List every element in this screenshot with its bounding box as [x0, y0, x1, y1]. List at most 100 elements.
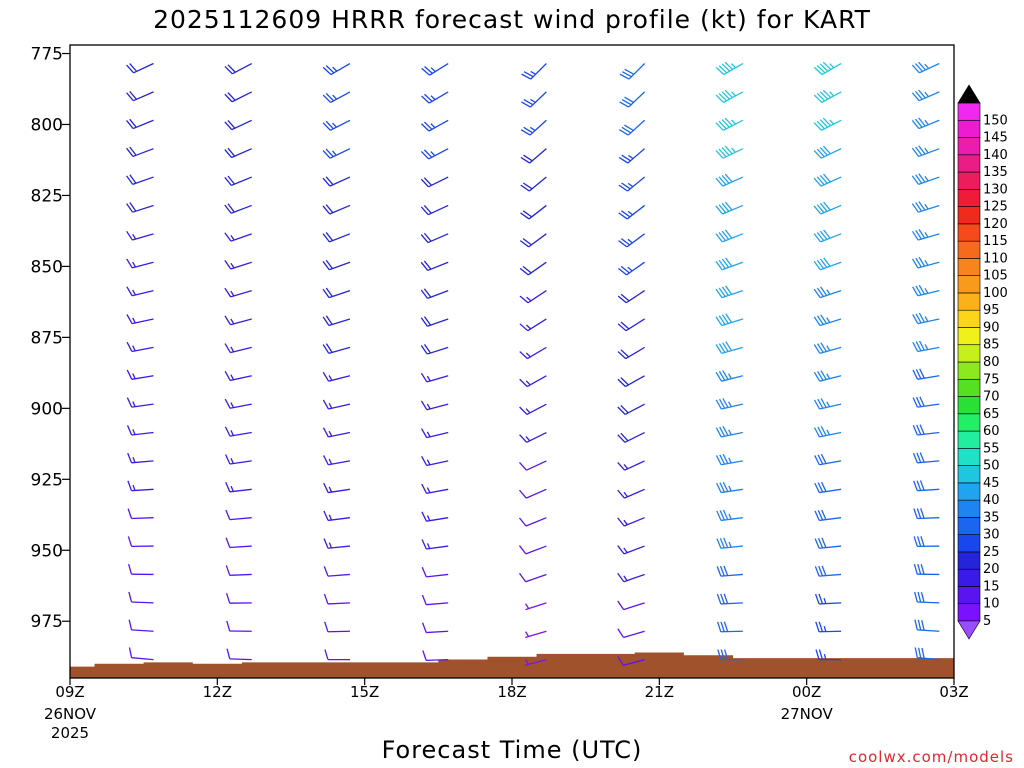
barb-feather	[225, 481, 231, 493]
barb-feather	[620, 432, 629, 442]
barb-feather	[325, 343, 333, 353]
wind-barbs	[126, 61, 940, 666]
barb-feather	[227, 92, 236, 101]
barb-feather	[821, 537, 827, 548]
barb-feather	[816, 148, 825, 158]
barb-feather	[621, 210, 631, 218]
barb-feather	[718, 92, 727, 102]
barb-feather	[918, 145, 926, 155]
barb-shaft	[328, 289, 351, 299]
barb-feather	[813, 427, 821, 438]
wind-barb	[617, 656, 645, 666]
wind-barb	[322, 204, 351, 215]
barb-feather	[912, 286, 919, 297]
wind-barb	[127, 452, 154, 464]
barb-half-feather	[728, 401, 732, 408]
colorbar-segment	[957, 482, 981, 501]
wind-barb	[126, 174, 154, 185]
barb-feather	[325, 204, 334, 214]
barb-feather	[914, 619, 918, 631]
barb-shaft	[623, 602, 645, 611]
barb-shaft	[131, 657, 154, 661]
barb-feather	[917, 564, 922, 575]
barb-feather	[724, 117, 733, 127]
barb-feather	[718, 343, 726, 353]
barb-half-feather	[230, 290, 235, 297]
wind-barb	[127, 536, 154, 547]
wind-barb	[715, 61, 744, 76]
barb-feather	[816, 176, 825, 186]
barb-feather	[718, 65, 728, 74]
terrain-layer	[70, 652, 954, 678]
barb-feather	[523, 98, 534, 106]
wind-barb	[519, 290, 547, 304]
barb-feather	[822, 117, 832, 127]
barb-feather	[725, 341, 733, 351]
barb-feather	[715, 371, 723, 382]
wind-barb	[813, 89, 842, 103]
barb-feather	[129, 202, 137, 212]
colorbar-segment	[957, 430, 981, 449]
wind-barb	[617, 600, 645, 611]
barb-feather	[820, 453, 827, 464]
barb-feather	[719, 454, 726, 465]
barb-feather	[721, 202, 730, 212]
wind-barb	[421, 511, 449, 522]
barb-feather	[522, 265, 532, 274]
barb-feather	[126, 397, 133, 408]
barb-half-feather	[924, 288, 929, 294]
colorbar-segment	[957, 119, 981, 138]
y-tick-label: 975	[31, 612, 63, 632]
barb-shaft	[426, 658, 449, 662]
barb-shaft	[917, 318, 940, 325]
colorbar-segment	[957, 448, 981, 466]
barb-feather	[420, 372, 428, 383]
barb-shaft	[720, 573, 743, 577]
barb-half-feather	[525, 380, 531, 386]
barb-feather	[715, 94, 724, 103]
barb-feather	[715, 177, 724, 187]
barb-feather	[813, 177, 822, 187]
barb-half-feather	[525, 352, 531, 358]
barb-feather	[522, 238, 532, 246]
barb-feather	[915, 313, 922, 324]
barb-half-feather	[230, 485, 234, 492]
barb-shaft	[819, 346, 842, 354]
barb-feather	[723, 593, 729, 604]
barb-half-feather	[132, 345, 136, 352]
barb-feather	[322, 177, 331, 187]
barb-shaft	[917, 517, 940, 520]
barb-shaft	[626, 233, 645, 248]
barb-feather	[620, 404, 629, 414]
barb-shaft	[722, 148, 744, 159]
barb-shaft	[529, 119, 547, 136]
barb-half-feather	[728, 457, 732, 464]
barb-feather	[723, 649, 729, 660]
wind-barb	[420, 372, 449, 383]
barb-feather	[420, 123, 430, 132]
barb-shaft	[426, 573, 449, 578]
wind-barb	[128, 619, 154, 632]
wind-barb	[525, 602, 547, 611]
colorbar-segment	[957, 327, 981, 346]
y-tick-label: 950	[31, 541, 63, 561]
barb-shaft	[427, 318, 449, 327]
barb-feather	[822, 89, 832, 99]
plot-frame	[69, 44, 955, 679]
wind-barb	[422, 650, 449, 662]
barb-feather	[323, 510, 329, 521]
barb-feather	[421, 456, 428, 466]
barb-feather	[722, 342, 729, 352]
barb-feather	[224, 343, 231, 353]
barb-shaft	[526, 460, 547, 471]
wind-barb	[619, 91, 646, 108]
barb-feather	[912, 314, 919, 324]
barb-feather	[718, 232, 727, 242]
wind-barb	[420, 428, 449, 439]
barb-half-feather	[430, 151, 436, 157]
barb-feather	[720, 621, 725, 632]
barb-feather	[322, 288, 330, 298]
barb-feather	[718, 287, 726, 297]
wind-barb	[912, 368, 940, 380]
